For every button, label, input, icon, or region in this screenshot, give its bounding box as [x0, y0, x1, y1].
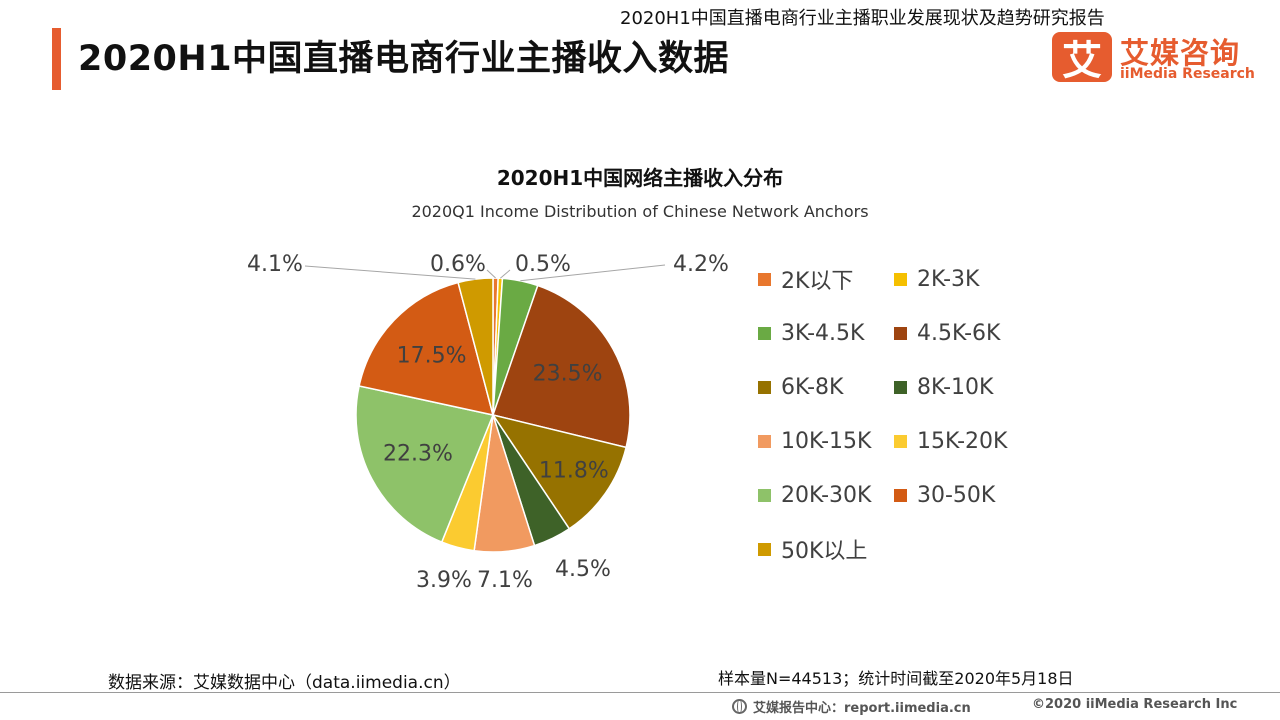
- legend-label: 2K-3K: [917, 266, 980, 292]
- pie-data-label: 7.1%: [477, 568, 533, 593]
- chart-legend: 2K以下 2K-3K 3K-4.5K 4.5K-6K 6K-8K 8K-10K 10K-15…: [758, 264, 1034, 564]
- report-center-link[interactable]: 艾媒报告中心：report.iimedia.cn: [732, 697, 971, 716]
- pie-data-label: 22.3%: [383, 442, 453, 467]
- legend-item: 20K-30K: [758, 480, 894, 510]
- copyright-text: ©2020 iiMedia Research Inc: [1032, 697, 1238, 712]
- footer-divider: [0, 692, 1280, 693]
- legend-item: 50K以上: [758, 534, 894, 564]
- globe-icon: [732, 699, 747, 714]
- legend-item: 3K-4.5K: [758, 318, 894, 348]
- legend-item: 4.5K-6K: [894, 318, 1034, 348]
- legend-swatch: [894, 326, 907, 340]
- pie-data-label: 4.2%: [673, 252, 729, 277]
- legend-label: 15K-20K: [917, 428, 1008, 454]
- pie-slice-6K-8K: [491, 413, 628, 530]
- legend-swatch: [758, 542, 771, 556]
- title-accent-bar: [52, 28, 61, 90]
- legend-label: 50K以上: [781, 539, 868, 564]
- legend-item: 2K以下: [758, 264, 894, 294]
- pie-leader-line: [486, 269, 496, 279]
- legend-label: 4.5K-6K: [917, 320, 1001, 346]
- pie-slice-20K-30K: [355, 385, 495, 544]
- page-title: 2020H1中国直播电商行业主播收入数据: [78, 39, 730, 79]
- report-name: 2020H1中国直播电商行业主播职业发展现状及趋势研究报告: [620, 8, 1105, 29]
- legend-swatch: [894, 272, 907, 286]
- legend-swatch: [894, 434, 907, 448]
- legend-item: 2K-3K: [894, 264, 1034, 294]
- legend-label: 30-50K: [917, 482, 996, 508]
- chart-title: 2020H1中国网络主播收入分布: [496, 166, 784, 190]
- report-center-text: 艾媒报告中心：report.iimedia.cn: [753, 701, 971, 716]
- pie-data-label: 4.1%: [247, 252, 303, 277]
- pie-data-label: 3.9%: [416, 568, 472, 593]
- logo-name-en: iiMedia Research: [1120, 66, 1255, 82]
- chart-subtitle: 2020Q1 Income Distribution of Chinese Ne…: [411, 202, 869, 221]
- pie-data-label: 17.5%: [397, 343, 467, 368]
- legend-label: 3K-4.5K: [781, 320, 865, 346]
- legend-swatch: [758, 326, 771, 340]
- legend-label: 10K-15K: [781, 428, 872, 454]
- data-source-note: 数据来源：艾媒数据中心（data.iimedia.cn）: [108, 673, 461, 693]
- logo-name-cn: 艾媒咨询: [1120, 36, 1241, 70]
- pie-data-label: 4.5%: [555, 557, 611, 582]
- legend-item: 10K-15K: [758, 426, 894, 456]
- legend-swatch: [894, 488, 907, 502]
- legend-swatch: [894, 380, 907, 394]
- pie-leader-line: [304, 265, 476, 280]
- pie-data-label: 11.8%: [539, 458, 609, 483]
- pie-data-label: 23.5%: [533, 361, 603, 386]
- pie-leader-line: [499, 269, 511, 279]
- legend-swatch: [758, 434, 771, 448]
- iimedia-logo-icon: 艾: [1052, 32, 1112, 84]
- pie-leader-line: [520, 264, 666, 282]
- pie-data-label: 0.6%: [430, 252, 486, 277]
- legend-label: 20K-30K: [781, 482, 872, 508]
- pie-slice-30-50K: [358, 281, 495, 416]
- pie-data-label: 0.5%: [515, 252, 571, 277]
- legend-item: 15K-20K: [894, 426, 1034, 456]
- legend-item: 6K-8K: [758, 372, 894, 402]
- iimedia-logo: 艾 艾媒咨询 iiMedia Research: [1052, 30, 1272, 86]
- sample-size-note: 样本量N=44513；统计时间截至2020年5月18日: [718, 669, 1074, 688]
- legend-label: 8K-10K: [917, 374, 994, 400]
- legend-swatch: [758, 272, 771, 286]
- legend-item: 8K-10K: [894, 372, 1034, 402]
- legend-swatch: [758, 488, 771, 502]
- legend-label: 2K以下: [781, 269, 854, 294]
- legend-item: 30-50K: [894, 480, 1034, 510]
- legend-label: 6K-8K: [781, 374, 844, 400]
- legend-swatch: [758, 380, 771, 394]
- pie-slice-4.5K-6K: [492, 284, 631, 449]
